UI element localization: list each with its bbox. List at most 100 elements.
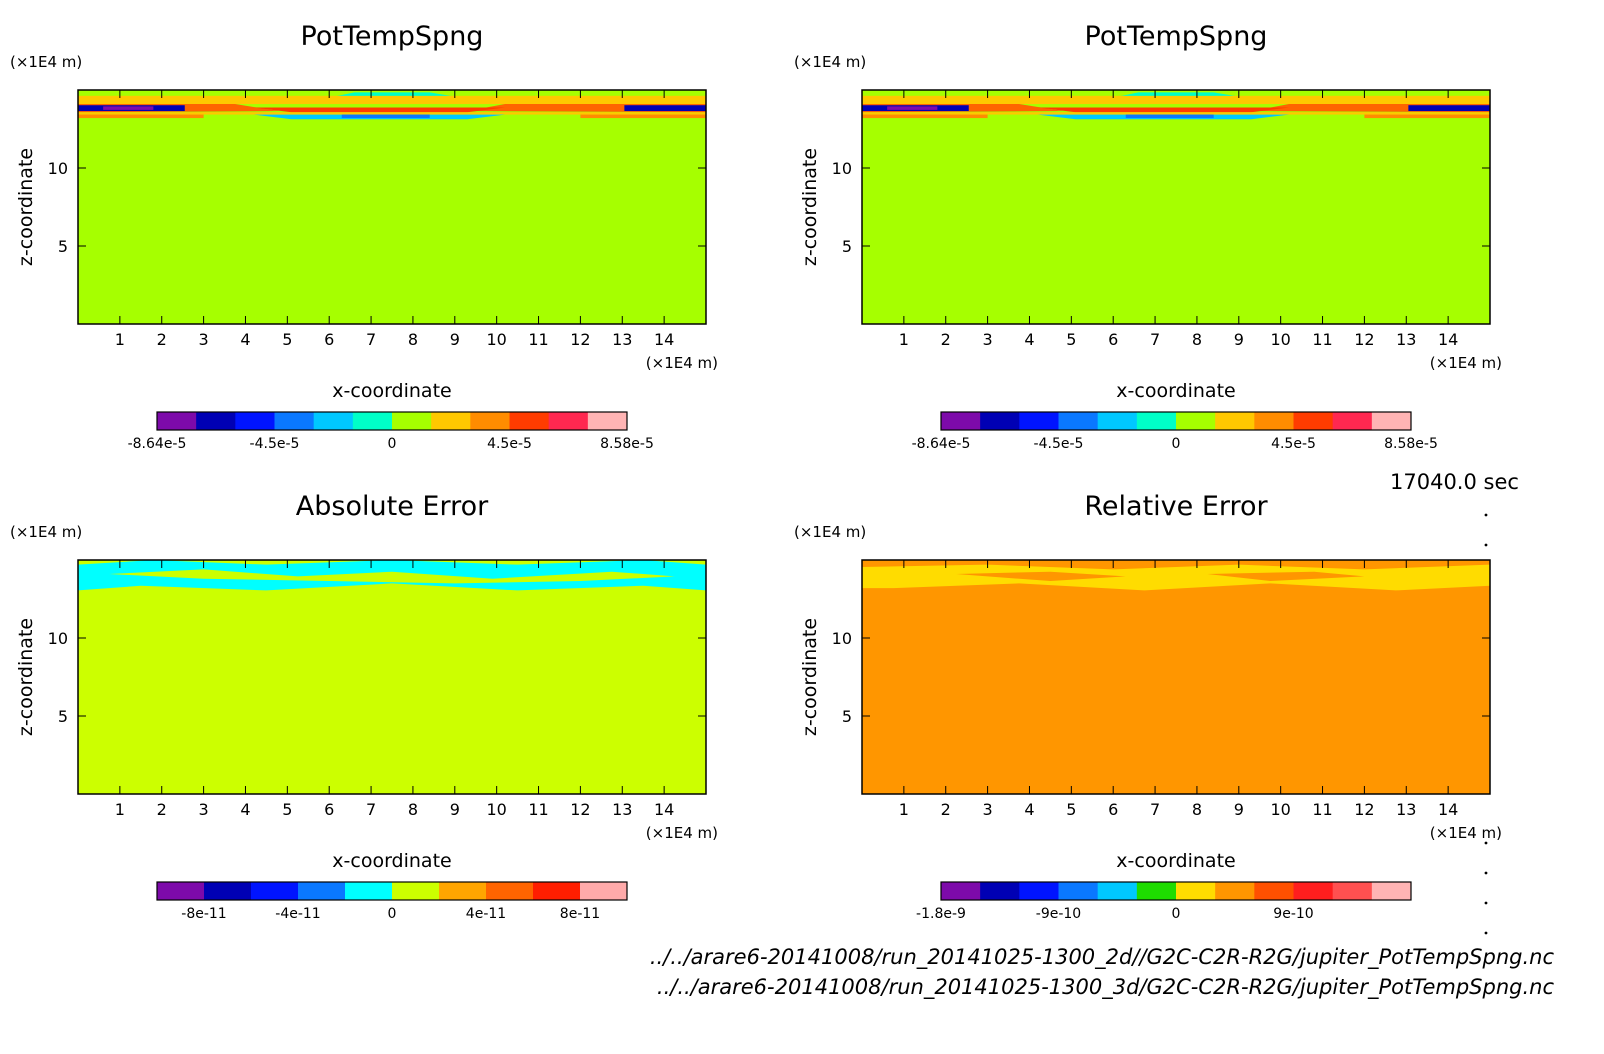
plot-frame [861,559,1491,795]
footer-path-2: ../../arare6-20141008/run_20141025-1300_… [656,975,1554,999]
field-contour [862,564,1490,591]
panel-title: PotTempSpng [1085,21,1268,52]
colorbar-tick-label: 8e-11 [560,906,600,922]
colorbar-swatch [941,882,981,900]
colorbar-swatch [1058,412,1099,430]
colorbar-swatch [251,882,299,900]
colorbar-swatch [1371,412,1412,430]
colorbar-swatch [980,412,1020,430]
x-tick-label: 7 [366,800,376,819]
colorbar-swatch [431,412,471,430]
colorbar-swatch [157,882,205,900]
y-tick-label: 5 [58,707,68,726]
x-unit-label: (×1E4 m) [646,824,718,842]
x-tick-label: 3 [199,800,209,819]
x-tick-label: 3 [983,800,993,819]
x-tick-label: 9 [450,800,460,819]
x-tick-label: 4 [240,330,250,349]
colorbar-swatch [392,412,432,430]
x-tick-label: 11 [528,800,548,819]
field-contour [862,95,1490,105]
x-tick-label: 7 [1150,330,1160,349]
field-contour [78,112,706,115]
colorbar-swatch [352,412,393,430]
colorbar-tick-label: 4.5e-5 [487,436,532,452]
field-background [862,90,1490,324]
y-unit-label: (×1E4 m) [794,523,866,541]
x-tick-label: 9 [1234,330,1244,349]
x-tick-label: 13 [1396,330,1416,349]
field-contour [103,106,154,110]
x-tick-label: 11 [1312,330,1332,349]
x-tick-label: 9 [450,330,460,349]
x-tick-label: 6 [324,330,334,349]
field-background [78,560,706,794]
x-tick-label: 7 [366,330,376,349]
x-unit-label: (×1E4 m) [1430,824,1502,842]
x-tick-label: 8 [408,330,418,349]
colorbar-swatch [980,882,1020,900]
colorbar-frame [156,411,628,431]
x-tick-label: 3 [199,330,209,349]
x-tick-label: 12 [570,330,590,349]
x-tick-label: 5 [1066,330,1076,349]
marker-dot [1484,901,1488,905]
panel-title: PotTempSpng [301,21,484,52]
field-contour [624,105,706,112]
colorbar-tick-label: 9e-10 [1273,906,1313,922]
field-contour [1207,571,1365,582]
colorbar-swatch [1254,882,1294,900]
y-tick-label: 5 [58,237,68,256]
colorbar-swatch [486,882,534,900]
colorbar-swatch [1176,412,1216,430]
y-tick-label: 10 [48,629,68,648]
colorbar-frame [940,411,1412,431]
field-contour [1364,114,1490,119]
marker-dot [1484,871,1488,875]
colorbar-swatch [509,412,550,430]
field-contour [78,114,204,119]
y-tick-label: 10 [832,629,852,648]
x-tick-label: 8 [408,800,418,819]
colorbar-swatch [580,882,628,900]
colorbar-swatch [1293,882,1334,900]
field-contour [862,112,1490,115]
field-background [78,90,706,324]
x-axis-label: x-coordinate [332,850,451,872]
field-contour [1125,114,1214,119]
colorbar-tick-label: -4.5e-5 [250,436,300,452]
x-tick-label: 5 [1066,800,1076,819]
colorbar-swatch [235,412,275,430]
y-unit-label: (×1E4 m) [794,53,866,71]
panel-1: PotTempSpng(×1E4 m)1 2 3 4 5 6 7 8 9 10 11 12 13 1451… [10,21,718,452]
x-tick-label: 5 [282,800,292,819]
colorbar-swatch [1293,412,1334,430]
colorbar-swatch [392,882,440,900]
colorbar-tick-label: -4e-11 [275,906,320,922]
colorbar-swatch [1215,882,1255,900]
field-background [862,560,1490,794]
colorbar-swatch [1097,412,1138,430]
y-axis-label: z-coordinate [15,148,37,266]
marker-dot [1484,543,1488,547]
x-tick-label: 1 [115,330,125,349]
x-tick-label: 2 [157,330,167,349]
y-tick-label: 5 [842,707,852,726]
colorbar-swatch [1332,882,1373,900]
colorbar-swatch [439,882,487,900]
colorbar-swatch [1371,882,1412,900]
panel-2: PotTempSpng(×1E4 m)1 2 3 4 5 6 7 8 9 10 11 12 13 1451… [794,21,1502,452]
y-axis-label: z-coordinate [799,618,821,736]
panel-4: Relative Error(×1E4 m)1 2 3 4 5 6 7 8 9 10 11 12 13 1… [794,491,1502,922]
x-unit-label: (×1E4 m) [646,354,718,372]
colorbar-swatch [1176,882,1216,900]
plot-frame [861,89,1491,325]
x-tick-label: 2 [157,800,167,819]
y-axis-label: z-coordinate [15,618,37,736]
panel-title: Absolute Error [296,491,489,522]
colorbar-tick-label: 4e-11 [466,906,506,922]
field-contour [1037,107,1290,113]
colorbar-tick-label: 0 [1172,906,1181,922]
colorbar-tick-label: 4.5e-5 [1271,436,1316,452]
x-tick-label: 4 [1024,330,1034,349]
